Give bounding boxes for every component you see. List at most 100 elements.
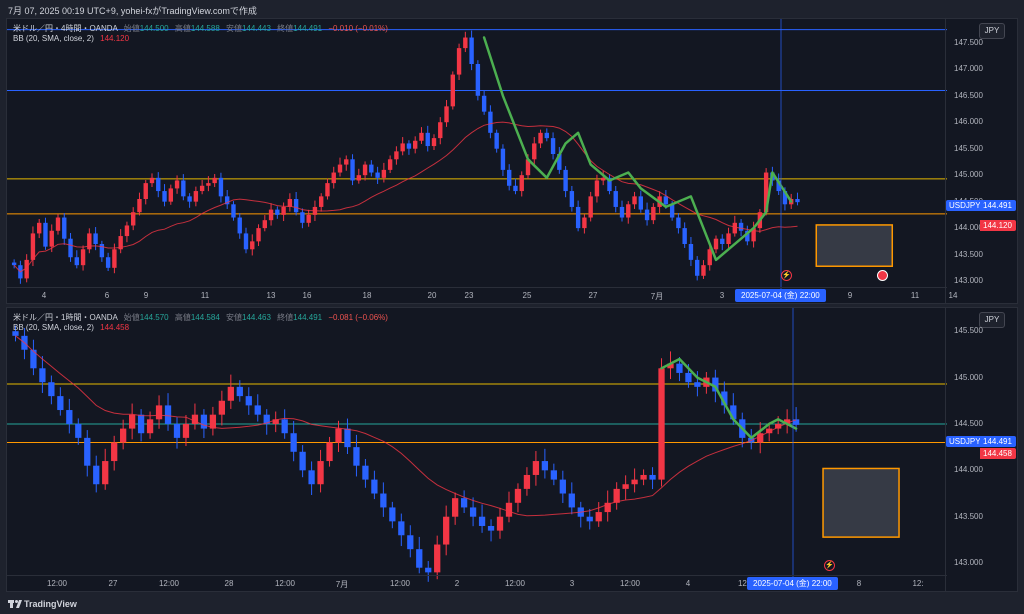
candle-body <box>438 122 443 139</box>
candle-body <box>640 474 647 480</box>
candle-body <box>632 196 637 205</box>
change-value: −0.010 (−0.01%) <box>328 24 388 33</box>
candle-body <box>137 199 142 213</box>
price-tick-label: 146.000 <box>954 117 983 127</box>
event-lightning-icon[interactable]: ⚡ <box>824 560 835 571</box>
chart-pane-1h[interactable]: 米ドル／円・1時間・OANDA 始値144.570 高値144.584 安値14… <box>6 307 1018 592</box>
candle-body <box>619 206 625 218</box>
crosshair-time-tag: 2025-07-04 (金) 22:00 <box>735 289 826 302</box>
price-axis[interactable]: JPY 147.500 147.000 146.500 146.000 145.500 1… <box>945 19 1017 303</box>
candle-body <box>68 238 73 258</box>
candle-body <box>57 396 64 411</box>
candle-body <box>164 405 172 424</box>
time-tick-label: 16 <box>302 291 312 300</box>
price-tick-label: 144.000 <box>954 465 983 475</box>
candle-body <box>720 238 725 244</box>
last-price-tag: USDJPY 144.491 <box>946 200 1018 211</box>
time-tick-label: 12:00 <box>274 579 296 588</box>
last-price-tag: USDJPY 144.491 <box>946 436 1018 447</box>
candle-body <box>631 479 638 485</box>
candle-body <box>168 188 173 202</box>
candle-body <box>335 428 342 443</box>
time-tick-label: 23 <box>464 291 474 300</box>
us-flag-icon[interactable] <box>877 270 888 281</box>
time-axis[interactable]: 12:00 27 12:00 28 12:00 7月 12:00 2 12:00 3 12:00 4 1… <box>7 575 947 591</box>
candle-body <box>626 204 631 218</box>
bb-legend[interactable]: BB (20, SMA, close, 2) 144.120 <box>13 34 130 43</box>
bb-legend[interactable]: BB (20, SMA, close, 2) 144.458 <box>13 323 130 332</box>
crosshair-time-tag: 2025-07-04 (金) 22:00 <box>747 577 838 590</box>
price-tick-label: 143.500 <box>954 249 983 259</box>
candle-body <box>425 567 432 573</box>
candle-body <box>784 419 791 424</box>
candle-body <box>450 74 455 107</box>
candle-body <box>532 461 540 475</box>
candle-body <box>331 172 336 184</box>
time-tick-label: 3 <box>719 291 725 300</box>
candle-body <box>350 159 355 181</box>
candle-body <box>156 177 161 192</box>
candle-body <box>11 262 17 266</box>
candle-body <box>751 228 756 242</box>
chart-pane-4h[interactable]: 米ドル／円・4時間・OANDA 始値144.500 高値144.588 安値14… <box>6 18 1018 304</box>
candle-body <box>676 363 683 373</box>
candle-body <box>444 106 449 123</box>
candle-body <box>732 222 737 234</box>
candle-body <box>290 433 297 452</box>
target-zone-box <box>815 224 894 267</box>
candle-body <box>658 368 665 480</box>
ohlc-legend: 米ドル／円・1時間・OANDA 始値144.570 高値144.584 安値14… <box>13 313 388 322</box>
price-tick-label: 145.500 <box>954 143 983 153</box>
currency-button[interactable]: JPY <box>979 312 1005 328</box>
candle-body <box>49 230 54 247</box>
candle-body <box>398 521 405 536</box>
price-plot-4h[interactable] <box>7 19 1019 305</box>
candle-body <box>317 461 324 485</box>
candle-body <box>456 48 462 75</box>
ohlc-legend: 米ドル／円・4時間・OANDA 始値144.500 高値144.588 安値14… <box>13 24 388 33</box>
candle-body <box>568 493 575 508</box>
candle-body <box>701 265 706 276</box>
candle-body <box>99 244 105 258</box>
candle-body <box>66 410 73 424</box>
candle-body <box>601 177 606 181</box>
event-lightning-icon[interactable]: ⚡ <box>781 270 792 281</box>
candle-body <box>613 191 618 207</box>
candle-body <box>337 164 343 173</box>
price-tick-label: 144.000 <box>954 223 983 233</box>
candle-body <box>766 428 773 434</box>
time-tick-label: 11 <box>200 291 210 300</box>
candle-body <box>757 433 764 443</box>
candle-body <box>776 180 781 192</box>
candle-body <box>792 419 800 425</box>
candle-body <box>30 233 36 260</box>
candle-body <box>24 259 29 279</box>
candle-body <box>685 372 692 383</box>
candle-body <box>105 257 111 268</box>
candle-body <box>375 172 380 178</box>
price-plot-1h[interactable] <box>7 308 1019 593</box>
time-tick-label: 9 <box>143 291 149 300</box>
time-axis[interactable]: 4 6 9 11 13 16 18 20 23 25 27 7月 3 9 11 14 2025-07-04 (… <box>7 287 957 303</box>
candle-body <box>488 111 493 133</box>
candle-body <box>463 37 468 49</box>
candle-body <box>124 225 130 237</box>
candle-body <box>187 196 192 202</box>
candle-body <box>93 465 100 485</box>
price-axis[interactable]: JPY 145.500 145.000 144.500 144.000 143.500 1… <box>945 308 1017 591</box>
candle-body <box>353 447 360 466</box>
bb-price-tag: 144.120 <box>946 220 1018 231</box>
price-tick-label: 144.500 <box>954 418 983 428</box>
candle-body <box>12 331 19 336</box>
candle-body <box>523 474 531 489</box>
price-tick-label: 147.500 <box>954 37 983 47</box>
candle-body <box>638 196 643 210</box>
candle-body <box>362 465 369 480</box>
candle-body <box>389 507 396 522</box>
bollinger-basis-line <box>13 121 798 273</box>
candle-body <box>519 175 524 192</box>
candle-body <box>452 498 459 517</box>
currency-button[interactable]: JPY <box>979 23 1005 39</box>
time-tick-label: 3 <box>569 579 575 588</box>
top-bar: 7月 07, 2025 00:19 UTC+9, yohei-fxがTradin… <box>0 0 1024 18</box>
